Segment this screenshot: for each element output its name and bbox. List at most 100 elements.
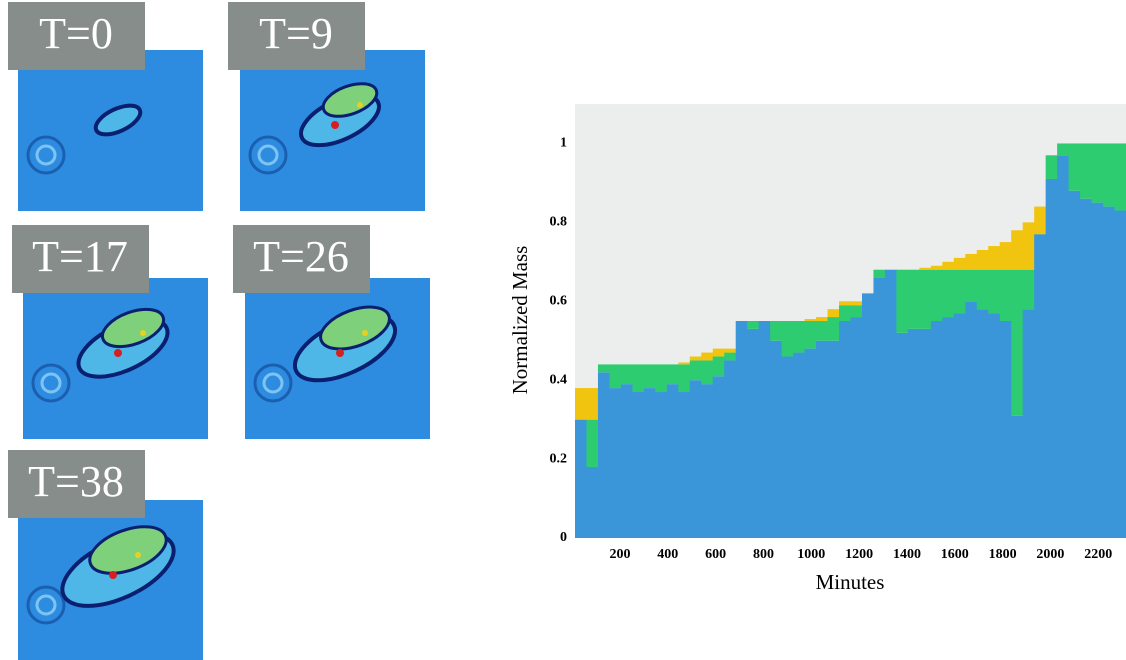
panel-label: T=9 xyxy=(259,9,333,58)
x-tick-label: 2200 xyxy=(1084,547,1112,562)
cell-spot xyxy=(357,102,363,108)
bar-segment xyxy=(678,392,691,538)
bar-segment xyxy=(1045,178,1058,539)
bar-segment xyxy=(666,364,679,385)
bar-segment xyxy=(999,242,1012,270)
bar-segment xyxy=(781,356,794,538)
cell xyxy=(321,82,379,118)
y-axis-label: Normalized Mass xyxy=(508,246,532,395)
x-tick-label: 400 xyxy=(657,547,678,562)
bar-segment xyxy=(816,340,828,538)
bar-segment xyxy=(1011,269,1024,416)
y-tick-label: 0 xyxy=(560,530,567,545)
bar-segment xyxy=(839,305,851,321)
bar-segment xyxy=(816,321,828,341)
bar-segment xyxy=(609,388,622,538)
x-tick-label: 800 xyxy=(753,547,774,562)
label-box xyxy=(228,2,365,70)
bar-segment xyxy=(1091,143,1104,203)
bar-segment xyxy=(953,269,966,314)
x-tick-label: 2000 xyxy=(1036,547,1064,562)
bar-segment xyxy=(919,267,932,270)
bar-segment xyxy=(953,257,966,270)
bar-segment xyxy=(873,269,886,278)
bar-segment xyxy=(1034,206,1047,235)
bar-segment xyxy=(861,293,874,538)
bar-segment xyxy=(1034,234,1047,538)
bar-segment xyxy=(620,384,633,538)
bar-segment xyxy=(632,392,645,538)
bar-segment xyxy=(655,392,668,538)
cell-spot xyxy=(109,571,117,579)
x-tick-label: 1200 xyxy=(845,547,873,562)
x-tick-label: 1000 xyxy=(797,547,825,562)
bar-segment xyxy=(1080,143,1092,199)
bar-segment xyxy=(586,388,599,420)
bar-segment xyxy=(1103,206,1115,538)
cell xyxy=(93,103,143,137)
bar-segment xyxy=(643,364,656,389)
artifact-ring xyxy=(40,372,62,394)
bar-segment xyxy=(976,249,989,270)
bar-segment xyxy=(804,348,817,538)
bar-segment xyxy=(919,269,932,329)
cell-spot xyxy=(336,349,344,357)
bar-segment xyxy=(609,364,622,389)
bar-segment xyxy=(850,317,863,538)
cell xyxy=(319,305,391,351)
label-box xyxy=(233,225,370,293)
bar-segment xyxy=(839,321,851,538)
bar-segment xyxy=(1068,190,1081,539)
bar-segment xyxy=(724,360,737,538)
bar-segment xyxy=(1057,143,1070,156)
artifact-ring xyxy=(35,594,57,616)
bar-segment xyxy=(793,352,805,538)
x-axis-label: Minutes xyxy=(816,570,885,594)
bar-segment xyxy=(701,352,714,361)
x-tick-label: 1600 xyxy=(941,547,969,562)
bar-segment xyxy=(1114,210,1126,538)
bar-segment xyxy=(896,269,909,333)
y-tick-label: 0.2 xyxy=(550,451,568,466)
label-box xyxy=(8,450,145,518)
y-tick-label: 1 xyxy=(560,136,567,151)
bar-segment xyxy=(942,317,955,538)
bar-segment xyxy=(907,328,920,538)
bar-segment xyxy=(919,328,932,538)
bar-segment xyxy=(701,360,714,385)
artifact-ring xyxy=(253,363,293,403)
bar-segment xyxy=(620,364,633,385)
bar-segment xyxy=(689,356,702,361)
bar-segment xyxy=(586,466,599,538)
bar-segment xyxy=(1080,198,1092,538)
bar-segment xyxy=(1011,230,1024,270)
bar-segment xyxy=(597,364,610,373)
bar-segment xyxy=(827,309,840,318)
label-box xyxy=(12,225,149,293)
bar-segment xyxy=(689,380,702,538)
bar-segment xyxy=(804,321,817,349)
bar-segment xyxy=(666,384,679,538)
bar-segment xyxy=(712,376,725,538)
bar-segment xyxy=(988,246,1001,270)
bar-segment xyxy=(597,372,610,538)
cell-spot xyxy=(362,330,368,336)
bar-segment xyxy=(735,321,748,538)
bar-segment xyxy=(896,332,909,538)
bar-segment xyxy=(712,356,725,377)
bar-segment xyxy=(678,362,691,365)
bar-segment xyxy=(1022,269,1035,310)
bar-segment xyxy=(816,317,828,321)
bar-segment xyxy=(976,269,989,310)
bar-segment xyxy=(965,269,978,302)
bar-segment xyxy=(586,419,599,467)
cell-spot xyxy=(114,349,122,357)
bar-segment xyxy=(884,269,897,538)
bar-segment xyxy=(988,269,1001,314)
bar-segment xyxy=(1091,202,1104,539)
bar-segment xyxy=(907,269,920,329)
bar-segment xyxy=(942,261,955,270)
bar-segment xyxy=(827,340,840,538)
cell xyxy=(88,525,168,575)
